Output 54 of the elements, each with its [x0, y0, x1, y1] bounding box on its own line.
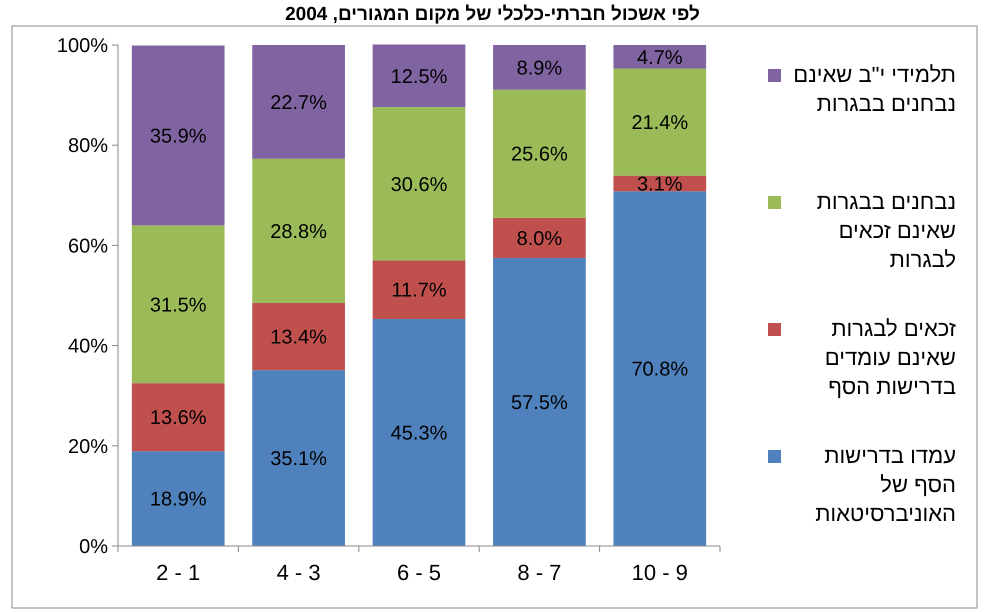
bar [372, 107, 466, 260]
bar [132, 451, 225, 546]
bar [252, 370, 345, 546]
bar [613, 191, 706, 546]
y-tick-label: 60% [68, 235, 108, 258]
text: 57.5% [511, 392, 568, 414]
x-tick-label: 2 - 1 [156, 560, 200, 585]
bar [493, 90, 586, 218]
text: 8.0% [516, 228, 562, 250]
text: 25.6% [511, 144, 568, 166]
text: 70.8% [631, 358, 688, 381]
chart-title: לפי אשכול חברתי-כלכלי של מקום המגורים, 2004 [285, 4, 700, 25]
bar [372, 319, 466, 546]
y-tick-label: 40% [68, 336, 108, 358]
text: 18.9% [150, 488, 207, 511]
bar [132, 383, 225, 452]
legend-label: נבחנים בבגרות שאינם זכאים לבגרות [816, 188, 956, 274]
x-tick-label: 8 - 7 [517, 560, 562, 585]
bar [493, 218, 586, 258]
text: 3.1% [637, 174, 683, 196]
bar [372, 260, 466, 320]
bar [252, 45, 345, 159]
bar [493, 45, 586, 90]
text: 4.7% [637, 46, 683, 69]
y-tick-label: 20% [68, 436, 108, 458]
bar [493, 258, 586, 546]
text: 35.9% [150, 125, 207, 148]
text: 8.9% [516, 57, 562, 80]
text: 28.8% [270, 220, 327, 243]
legend-label: זכאים לבגרות שאינם עומדים בדרישות הסף [824, 315, 956, 401]
legend-label: תלמידי י"ב שאינם נבחנים בבגרות [792, 61, 956, 118]
x-tick-label: 6 - 5 [396, 560, 442, 585]
bar [613, 68, 706, 176]
text: 21.4% [631, 112, 688, 134]
legend-label: עמדו בדרישות הסף של האוניברסיטאות [814, 442, 956, 528]
text: 11.7% [391, 280, 447, 302]
text: 13.4% [270, 326, 327, 349]
text: 30.6% [390, 174, 448, 196]
bar [372, 44, 466, 108]
text: 31.5% [150, 294, 207, 316]
text: 35.1% [270, 448, 327, 470]
x-tick-label: 4 - 3 [276, 560, 321, 585]
y-tick-label: 80% [68, 135, 108, 158]
bar [132, 46, 225, 226]
y-tick-label: 100% [56, 35, 108, 57]
x-tick-label: 10 - 9 [632, 560, 688, 585]
text: 22.7% [270, 92, 327, 114]
bar [132, 225, 225, 384]
y-tick-label: 0% [79, 536, 108, 558]
text: 13.6% [150, 407, 207, 430]
text: 12.5% [390, 66, 448, 88]
bar [252, 158, 345, 304]
text: 45.3% [390, 422, 448, 445]
bar [252, 303, 345, 370]
